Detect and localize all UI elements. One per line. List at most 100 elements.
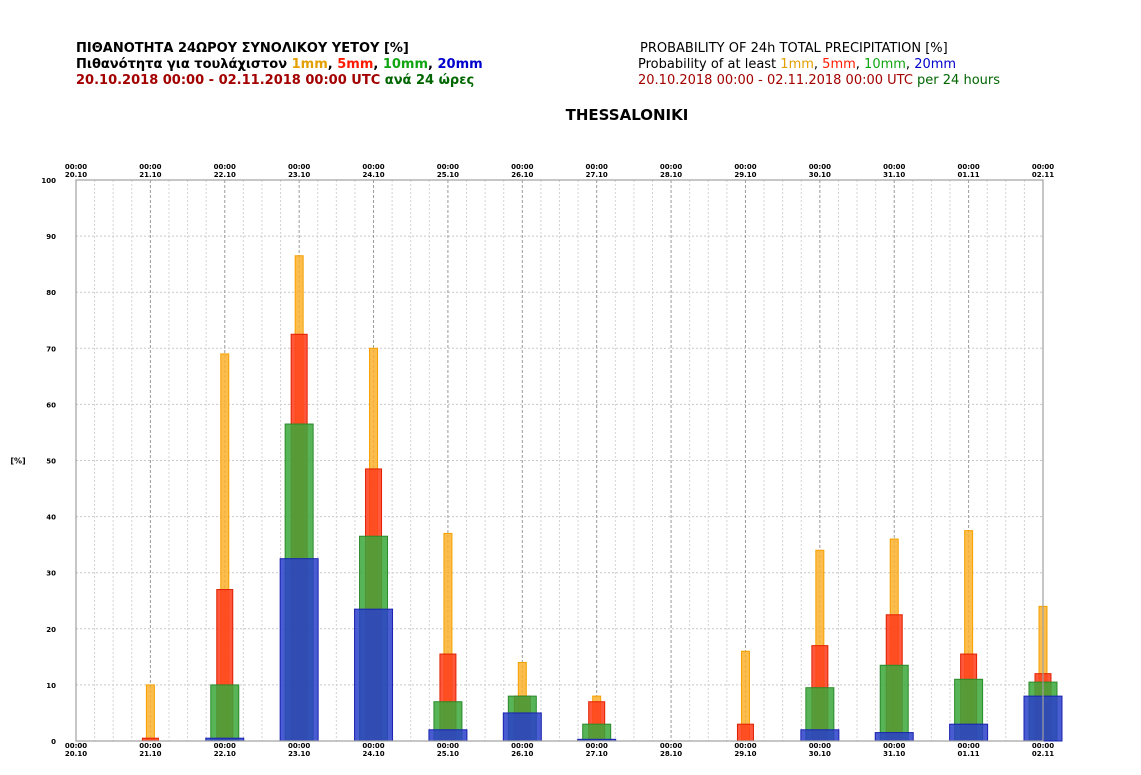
greek-period: 20.10.2018 00:00 - 02.11.2018 00:00 UTC xyxy=(76,73,381,88)
x-tick-date-top: 24.10 xyxy=(362,171,384,179)
threshold-10mm: 10mm xyxy=(382,57,429,72)
x-tick-time-bottom: 00:00 xyxy=(214,742,236,750)
bar-10mm xyxy=(879,664,909,742)
bar-20mm xyxy=(800,729,840,742)
english-title: PROBABILITY OF 24h TOTAL PRECIPITATION [… xyxy=(640,41,948,56)
y-tick-label: 100 xyxy=(41,177,56,185)
station-title: THESSALONIKI xyxy=(565,106,689,124)
x-tick-time-bottom: 00:00 xyxy=(660,742,682,750)
bar-20mm xyxy=(428,729,468,742)
x-tick-time-bottom: 00:00 xyxy=(437,742,459,750)
x-tick-time-top: 00:00 xyxy=(139,163,161,171)
x-tick-date-bottom: 20.10 xyxy=(65,750,87,758)
x-tick-time-top: 00:00 xyxy=(214,163,236,171)
separator: , xyxy=(855,57,865,72)
y-tick-label: 40 xyxy=(46,514,56,522)
y-tick-label: 0 xyxy=(51,738,56,746)
x-tick-time-bottom: 00:00 xyxy=(883,742,905,750)
x-tick-date-top: 29.10 xyxy=(734,171,756,179)
greek-subtitle: Πιθανότητα για τουλάχιστον 1mm, 5mm, 10m… xyxy=(76,57,483,73)
x-tick-time-top: 00:00 xyxy=(511,163,533,171)
english-header: PROBABILITY OF 24h TOTAL PRECIPITATION [… xyxy=(638,41,1000,89)
y-tick-label: 60 xyxy=(46,401,56,409)
x-tick-date-top: 27.10 xyxy=(586,171,608,179)
x-tick-time-top: 00:00 xyxy=(586,163,608,171)
threshold-5mm: 5mm xyxy=(337,57,374,72)
x-tick-date-bottom: 23.10 xyxy=(288,750,310,758)
x-tick-time-top: 00:00 xyxy=(288,163,310,171)
x-tick-time-top: 00:00 xyxy=(65,163,87,171)
x-tick-time-top: 00:00 xyxy=(362,163,384,171)
x-tick-time-top: 00:00 xyxy=(734,163,756,171)
y-tick-label: 50 xyxy=(46,458,56,466)
x-tick-date-bottom: 21.10 xyxy=(139,750,161,758)
x-tick-date-bottom: 26.10 xyxy=(511,750,533,758)
x-tick-date-bottom: 22.10 xyxy=(214,750,236,758)
y-tick-label: 80 xyxy=(46,289,56,297)
x-tick-time-bottom: 00:00 xyxy=(586,742,608,750)
x-tick-date-top: 28.10 xyxy=(660,171,682,179)
x-tick-time-top: 00:00 xyxy=(809,163,831,171)
y-tick-label: 70 xyxy=(46,345,56,353)
greek-header: ΠΙΘΑΝΟΤΗΤΑ 24ΩΡΟΥ ΣΥΝΟΛΙΚΟΥ ΥΕΤΟΥ [%] Πι… xyxy=(76,41,483,89)
x-tick-time-top: 00:00 xyxy=(1032,163,1054,171)
x-tick-date-top: 23.10 xyxy=(288,171,310,179)
threshold-5mm: 5mm xyxy=(822,57,856,72)
x-tick-time-bottom: 00:00 xyxy=(362,742,384,750)
separator: , xyxy=(373,57,383,72)
x-tick-time-bottom: 00:00 xyxy=(734,742,756,750)
bar-20mm xyxy=(874,732,914,742)
x-tick-time-top: 00:00 xyxy=(660,163,682,171)
bar-10mm xyxy=(210,684,240,742)
x-tick-date-bottom: 25.10 xyxy=(437,750,459,758)
x-tick-time-top: 00:00 xyxy=(437,163,459,171)
x-tick-time-bottom: 00:00 xyxy=(957,742,979,750)
threshold-1mm: 1mm xyxy=(291,57,328,72)
threshold-20mm: 20mm xyxy=(914,57,957,72)
bar-1mm xyxy=(145,684,155,742)
x-tick-time-top: 00:00 xyxy=(957,163,979,171)
y-tick-label: 20 xyxy=(46,626,56,634)
x-tick-time-bottom: 00:00 xyxy=(809,742,831,750)
english-subtitle: Probability of at least 1mm, 5mm, 10mm, … xyxy=(638,57,1000,73)
x-tick-date-bottom: 27.10 xyxy=(586,750,608,758)
bar-20mm xyxy=(502,712,542,742)
bar-5mm xyxy=(736,723,754,742)
english-period-line: 20.10.2018 00:00 - 02.11.2018 00:00 UTC … xyxy=(638,73,1000,89)
x-tick-date-bottom: 28.10 xyxy=(660,750,682,758)
y-tick-label: 30 xyxy=(46,570,56,578)
x-tick-time-bottom: 00:00 xyxy=(65,742,87,750)
x-tick-date-top: 01.11 xyxy=(958,171,980,179)
x-tick-date-top: 21.10 xyxy=(139,171,161,179)
x-tick-time-bottom: 00:00 xyxy=(139,742,161,750)
x-tick-date-bottom: 02.11 xyxy=(1032,750,1054,758)
x-tick-time-top: 00:00 xyxy=(883,163,905,171)
separator: , xyxy=(905,57,915,72)
x-tick-date-top: 31.10 xyxy=(883,171,905,179)
english-every: per 24 hours xyxy=(912,73,1001,88)
bar-20mm xyxy=(949,723,989,742)
x-tick-time-bottom: 00:00 xyxy=(511,742,533,750)
x-tick-date-top: 26.10 xyxy=(511,171,533,179)
threshold-1mm: 1mm xyxy=(780,57,814,72)
english-period: 20.10.2018 00:00 - 02.11.2018 00:00 UTC xyxy=(638,73,913,88)
greek-title: ΠΙΘΑΝΟΤΗΤΑ 24ΩΡΟΥ ΣΥΝΟΛΙΚΟΥ ΥΕΤΟΥ [%] xyxy=(76,41,409,56)
y-tick-label: 10 xyxy=(46,682,56,690)
threshold-20mm: 20mm xyxy=(437,57,483,72)
x-tick-date-top: 02.11 xyxy=(1032,171,1054,179)
bar-10mm xyxy=(582,723,612,742)
x-tick-date-top: 20.10 xyxy=(65,171,87,179)
y-axis-label: [%] xyxy=(10,457,25,466)
x-tick-date-bottom: 01.11 xyxy=(958,750,980,758)
x-tick-date-top: 25.10 xyxy=(437,171,459,179)
x-tick-time-bottom: 00:00 xyxy=(1032,742,1054,750)
x-tick-date-bottom: 30.10 xyxy=(809,750,831,758)
plot-frame xyxy=(75,179,1044,742)
threshold-10mm: 10mm xyxy=(864,57,906,72)
separator: , xyxy=(327,57,338,72)
greek-subtitle-prefix: Πιθανότητα για τουλάχιστον xyxy=(76,57,292,72)
y-tick-label: 90 xyxy=(46,233,56,241)
greek-period-line: 20.10.2018 00:00 - 02.11.2018 00:00 UTC … xyxy=(76,73,483,89)
separator: , xyxy=(813,57,823,72)
bar-20mm xyxy=(354,608,394,742)
